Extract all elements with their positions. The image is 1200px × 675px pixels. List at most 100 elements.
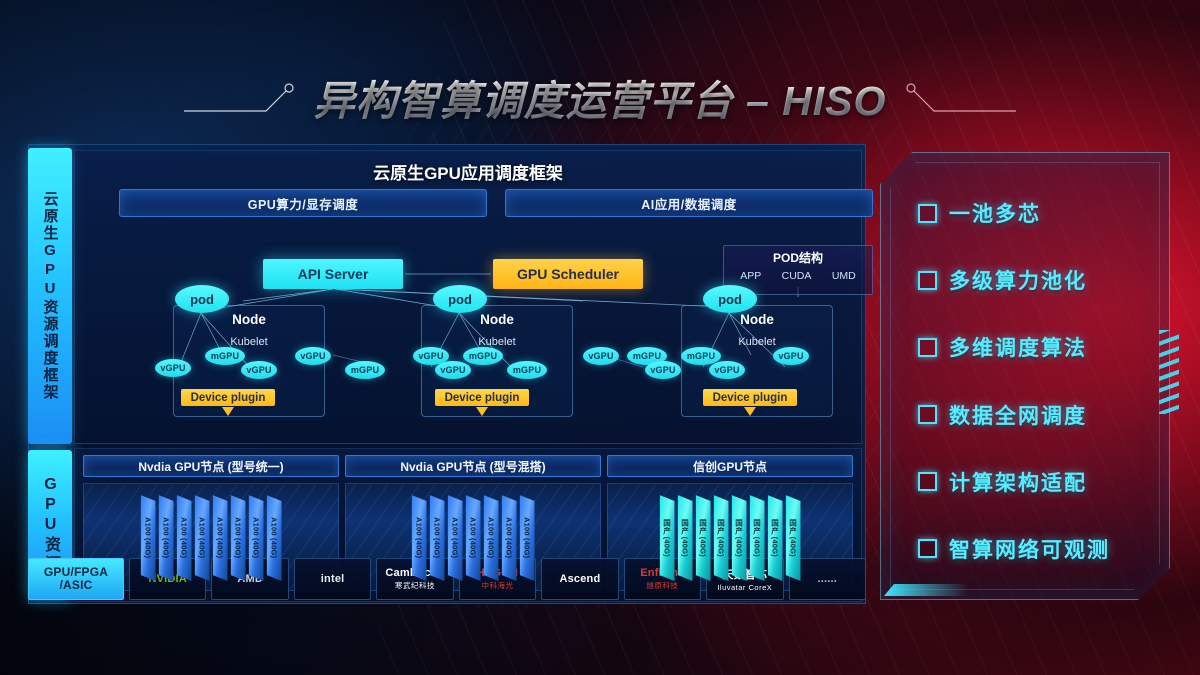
gpu-card[interactable]: 国产 (40G)	[732, 495, 747, 581]
gpu-card-label: A100 (40G)	[432, 517, 442, 559]
gpu-chip-vgpu-outer[interactable]: vGPU	[295, 347, 331, 365]
gpu-chip-mgpu[interactable]: mGPU	[681, 347, 721, 365]
gpu-chip-mgpu[interactable]: mGPU	[463, 347, 503, 365]
vendor-logo-9[interactable]: ......	[788, 558, 866, 600]
gpu-node-header-2[interactable]: Nvdia GPU节点 (型号混搭)	[345, 455, 601, 477]
gpu-card[interactable]: 国产 (40G)	[678, 495, 693, 581]
gpu-card[interactable]: A100 (40G)	[520, 495, 535, 581]
gpu-card[interactable]: A100 (40G)	[484, 495, 499, 581]
gpu-card-label: 国产 (40G)	[716, 519, 726, 557]
side-tab-cloud-native-framework[interactable]: 云原生GPU资源调度框架	[28, 148, 72, 444]
gpu-chip-vgpu-outer[interactable]: vGPU	[583, 347, 619, 365]
page-title: 异构智算调度运营平台 – HISO	[314, 67, 887, 127]
feature-item-5[interactable]: 计算架构适配	[918, 467, 1152, 497]
gpu-chip-vgpu[interactable]: vGPU	[241, 361, 277, 379]
gpu-card[interactable]: 国产 (40G)	[660, 495, 675, 581]
vendor-name: ......	[817, 573, 837, 585]
gpu-card[interactable]: A100 (40G)	[430, 495, 445, 581]
gpu-card[interactable]: A100 (40G)	[502, 495, 517, 581]
gpu-card[interactable]: A100 (40G)	[195, 495, 210, 581]
gpu-chip-label: mGPU	[512, 365, 542, 375]
gpu-chip-mgpu-outer[interactable]: mGPU	[345, 361, 385, 379]
gpu-chip-vgpu[interactable]: vGPU	[413, 347, 449, 365]
side-tab-label: 云原生GPU资源调度框架	[41, 191, 59, 401]
device-plugin-label: Device plugin	[444, 391, 520, 404]
gpu-card[interactable]: A100 (40G)	[141, 495, 156, 581]
feature-item-6[interactable]: 智算网络可观测	[918, 534, 1152, 564]
gpu-card[interactable]: A100 (40G)	[412, 495, 427, 581]
feature-list: 一池多芯多级算力池化 多维调度算法数据全网调度 计算架构适配智算网络可观测	[918, 198, 1152, 564]
gpu-card[interactable]: A100 (40G)	[231, 495, 246, 581]
bar-gpu-compute-scheduling[interactable]: GPU算力/显存调度	[119, 189, 487, 217]
title-decoration-left	[180, 77, 300, 117]
pod-ellipse-2[interactable]: pod	[433, 285, 487, 313]
gpu-card[interactable]: A100 (40G)	[466, 495, 481, 581]
gpu-card[interactable]: A100 (40G)	[448, 495, 463, 581]
gpu-chip-label: vGPU	[418, 351, 444, 361]
gpu-chip-label: mGPU	[686, 351, 716, 361]
gpu-card[interactable]: A100 (40G)	[249, 495, 264, 581]
gpu-chip-label: mGPU	[468, 351, 498, 361]
gpu-card[interactable]: A100 (40G)	[267, 495, 282, 581]
gpu-card[interactable]: A100 (40G)	[213, 495, 228, 581]
gpu-card[interactable]: 国产 (40G)	[696, 495, 711, 581]
pod-ellipse-1[interactable]: pod	[175, 285, 229, 313]
gpu-node-header-label: Nvdia GPU节点 (型号统一)	[138, 459, 284, 474]
gpu-card-label: 国产 (40G)	[662, 519, 672, 557]
gpu-card-label: 国产 (40G)	[698, 519, 708, 557]
gpu-chip-mgpu[interactable]: mGPU	[205, 347, 245, 365]
gpu-card[interactable]: 国产 (40G)	[786, 495, 801, 581]
panel-stripe-accent-icon	[1159, 330, 1179, 414]
device-plugin-arrow-1	[222, 407, 234, 416]
gpu-chip-vgpu[interactable]: vGPU	[155, 359, 191, 377]
pod-ellipse-3[interactable]: pod	[703, 285, 757, 313]
gpu-card[interactable]: 国产 (40G)	[768, 495, 783, 581]
vendor-subtitle: /ASIC	[59, 578, 93, 592]
device-plugin-2[interactable]: Device plugin	[435, 389, 529, 406]
gpu-chip-vgpu-2[interactable]: vGPU	[435, 361, 471, 379]
gpu-node-header-3[interactable]: 信创GPU节点	[607, 455, 853, 477]
vendor-name: Ascend	[559, 573, 601, 585]
gpu-chip-mgpu-2[interactable]: mGPU	[507, 361, 547, 379]
gpu-card-row-3: 国产 (40G) 国产 (40G) 国产 (40G) 国产 (40G) 国产 (40G)…	[608, 488, 852, 588]
feature-item-label: 数据全网调度	[949, 404, 1087, 428]
gpu-card-row-1: A100 (40G) A100 (40G) A100 (40G) A100 (40G)…	[84, 488, 338, 588]
device-plugin-3[interactable]: Device plugin	[703, 389, 797, 406]
gpu-chip-label: vGPU	[714, 365, 740, 375]
feature-item-1[interactable]: 一池多芯	[918, 198, 1152, 228]
gpu-node-group-3: 信创GPU节点 国产 (40G) 国产 (40G) 国产 (40G) 国产 (40G)…	[607, 455, 853, 595]
gpu-card[interactable]: 国产 (40G)	[714, 495, 729, 581]
feature-item-2[interactable]: 多级算力池化	[918, 265, 1152, 295]
gpu-card-label: A100 (40G)	[450, 517, 460, 559]
gpu-card[interactable]: 国产 (40G)	[750, 495, 765, 581]
vendor-name: NVIDIA	[148, 573, 187, 585]
gpu-chip-label: mGPU	[350, 365, 380, 375]
gpu-chip-vgpu-2[interactable]: vGPU	[773, 347, 809, 365]
gpu-chip-mgpu-outer[interactable]: mGPU	[627, 347, 667, 365]
gpu-chip-label: vGPU	[778, 351, 804, 361]
kubernetes-topology: API Server GPU Scheduler POD结构 APP CUDA …	[83, 227, 873, 437]
panel-corner-accent-icon	[884, 584, 968, 596]
feature-item-label: 计算架构适配	[949, 471, 1087, 495]
checkbox-icon	[918, 539, 937, 559]
gpu-card[interactable]: A100 (40G)	[159, 495, 174, 581]
feature-item-3[interactable]: 多维调度算法	[918, 332, 1152, 362]
gpu-chip-vgpu[interactable]: vGPU	[709, 361, 745, 379]
gpu-chip-vgpu-outer[interactable]: vGPU	[645, 361, 681, 379]
gpu-card-label: A100 (40G)	[504, 517, 514, 559]
checkbox-icon	[918, 203, 937, 223]
gpu-scheduler-box[interactable]: GPU Scheduler	[493, 259, 643, 289]
cloud-native-section-title: 云原生GPU应用调度框架	[373, 164, 563, 183]
checkbox-icon	[918, 405, 937, 425]
vendor-subtitle: 寒武纪科技	[395, 581, 436, 590]
gpu-chassis-1: A100 (40G) A100 (40G) A100 (40G) A100 (40G)…	[83, 483, 339, 591]
feature-item-4[interactable]: 数据全网调度	[918, 400, 1152, 430]
gpu-node-header-1[interactable]: Nvdia GPU节点 (型号统一)	[83, 455, 339, 477]
bar-ai-data-scheduling[interactable]: AI应用/数据调度	[505, 189, 873, 217]
gpu-card[interactable]: A100 (40G)	[177, 495, 192, 581]
vendor-logo-3[interactable]: intel	[293, 558, 372, 600]
api-server-box[interactable]: API Server	[263, 259, 403, 289]
device-plugin-1[interactable]: Device plugin	[181, 389, 275, 406]
vendor-logo-6[interactable]: Ascend	[541, 558, 619, 600]
vendor-category-label: GPU/FPGA/ASIC	[28, 558, 124, 600]
